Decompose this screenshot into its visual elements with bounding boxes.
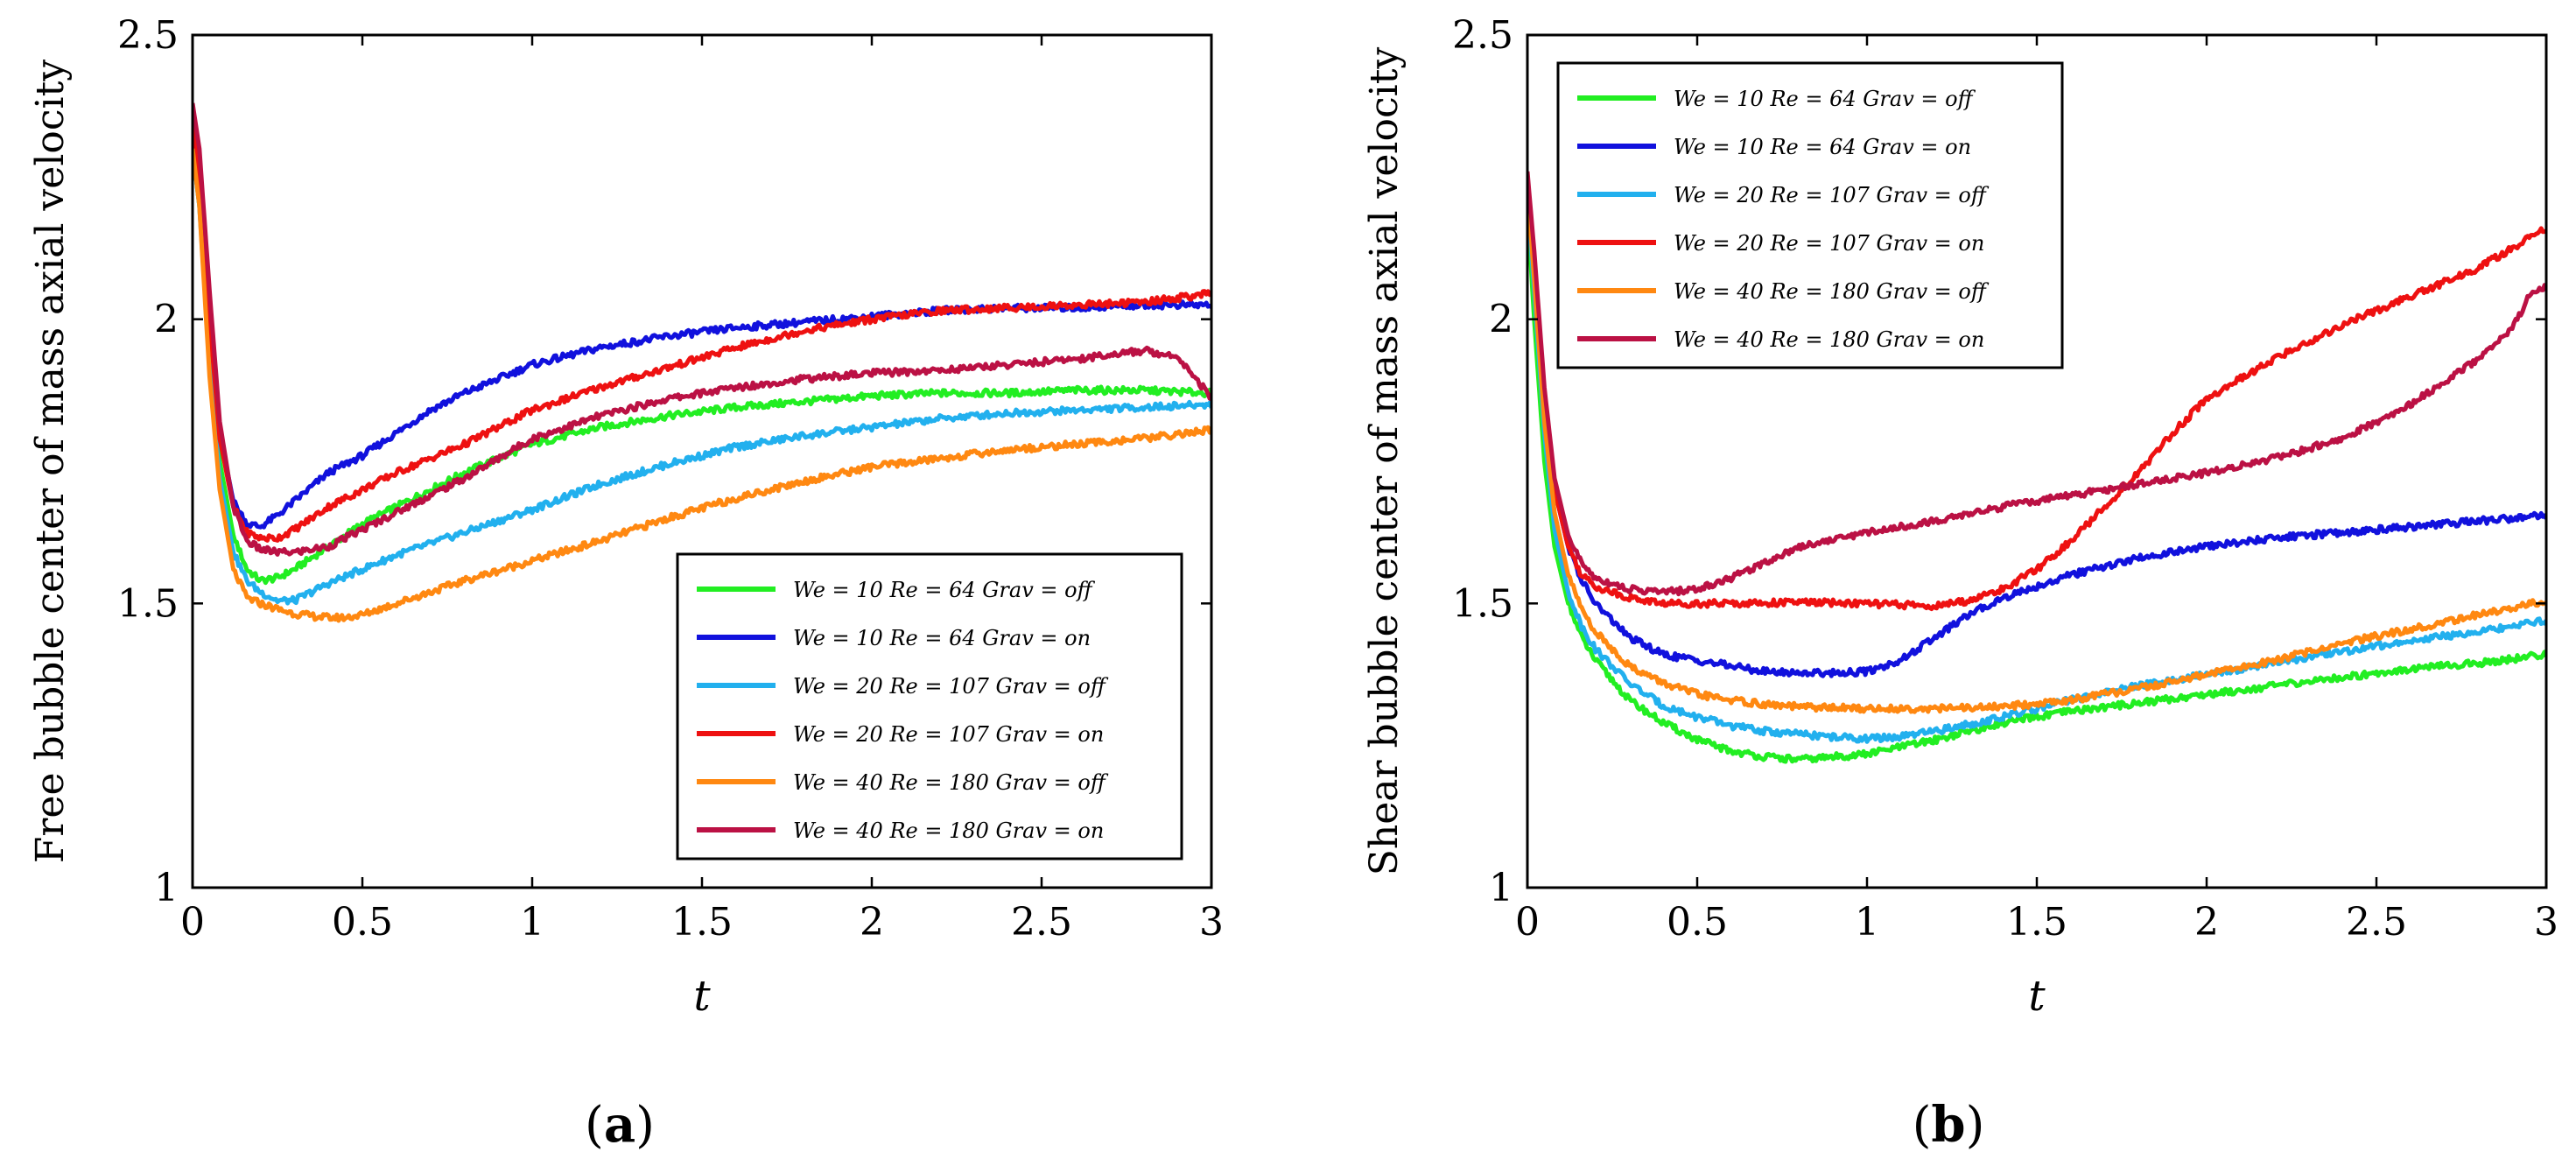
legend-entry: We = 40 Re = 180 Grav = off [793, 770, 1109, 795]
y-tick-label: 2 [154, 298, 179, 342]
series-line [193, 120, 1211, 543]
series-line [193, 102, 1211, 557]
chart-panel-a: 0 0.5 1 1.5 2 2.5 3 1 1.5 2 2.5 t Free bubble center… [28, 13, 1224, 1154]
x-tick-label: 0 [1515, 900, 1540, 945]
legend-entry: We = 40 Re = 180 Grav = off [1674, 279, 1990, 304]
y-tick-label: 2.5 [1452, 13, 1513, 58]
legend-entry: We = 20 Re = 107 Grav = on [793, 722, 1104, 747]
y-tick-label: 1 [1489, 866, 1513, 910]
series-line [1527, 177, 2546, 678]
legend: We = 10 Re = 64 Grav = off We = 10 Re = 6… [676, 552, 1183, 860]
x-tick-label: 0.5 [332, 900, 393, 945]
x-tick-label: 3 [2534, 900, 2558, 945]
series-line [1527, 205, 2546, 764]
panel-label: (a) [585, 1096, 655, 1154]
series-line [1527, 177, 2546, 612]
x-tick-label: 1.5 [671, 900, 733, 945]
y-tick-label: 1.5 [1452, 581, 1513, 626]
legend-box [1556, 61, 2064, 369]
series-line [193, 148, 1211, 606]
legend-entry: We = 10 Re = 64 Grav = off [793, 578, 1096, 602]
legend-entry: We = 10 Re = 64 Grav = off [1674, 87, 1976, 111]
legend-entry: We = 40 Re = 180 Grav = on [1674, 327, 1984, 352]
legend-entry: We = 20 Re = 107 Grav = off [1674, 183, 1990, 207]
y-tick-label: 2 [1489, 298, 1513, 342]
legend-entry: We = 20 Re = 107 Grav = on [1674, 231, 1984, 256]
x-axis-title: t [2028, 972, 2046, 1021]
legend-entry: We = 20 Re = 107 Grav = off [793, 674, 1109, 699]
series-line [193, 148, 1211, 586]
legend: We = 10 Re = 64 Grav = off We = 10 Re = 6… [1556, 61, 2064, 369]
panel-label: (b) [1913, 1096, 1985, 1154]
x-tick-label: 1 [520, 900, 544, 945]
y-tick-label: 1.5 [117, 581, 179, 626]
x-tick-label: 2 [2194, 900, 2219, 945]
y-axis-title: Shear bubble center of mass axial veloci… [1362, 47, 1407, 876]
series-line [193, 120, 1211, 530]
legend-entry: We = 10 Re = 64 Grav = on [793, 626, 1091, 650]
x-tick-label: 3 [1199, 900, 1224, 945]
series-line [193, 148, 1211, 623]
legend-entry: We = 10 Re = 64 Grav = on [1674, 135, 1971, 159]
x-tick-label: 2.5 [1011, 900, 1072, 945]
series-line [1527, 171, 2546, 597]
x-axis-title: t [693, 972, 711, 1021]
series-line [1527, 188, 2546, 714]
x-tick-label: 1.5 [2006, 900, 2067, 945]
x-tick-label: 0 [180, 900, 205, 945]
x-tick-label: 2 [860, 900, 884, 945]
y-axis-title: Free bubble center of mass axial velocit… [28, 60, 73, 863]
series-line [1527, 193, 2546, 744]
x-tick-label: 2.5 [2346, 900, 2407, 945]
x-tick-label: 1 [1855, 900, 1879, 945]
x-tick-label: 0.5 [1667, 900, 1728, 945]
legend-box [676, 552, 1183, 860]
y-tick-label: 2.5 [117, 13, 179, 58]
chart-panel-b: 0 0.5 1 1.5 2 2.5 3 1 1.5 2 2.5 t Shear bubble cente… [1362, 13, 2558, 1154]
y-tick-label: 1 [154, 866, 179, 910]
legend-entry: We = 40 Re = 180 Grav = on [793, 818, 1104, 843]
